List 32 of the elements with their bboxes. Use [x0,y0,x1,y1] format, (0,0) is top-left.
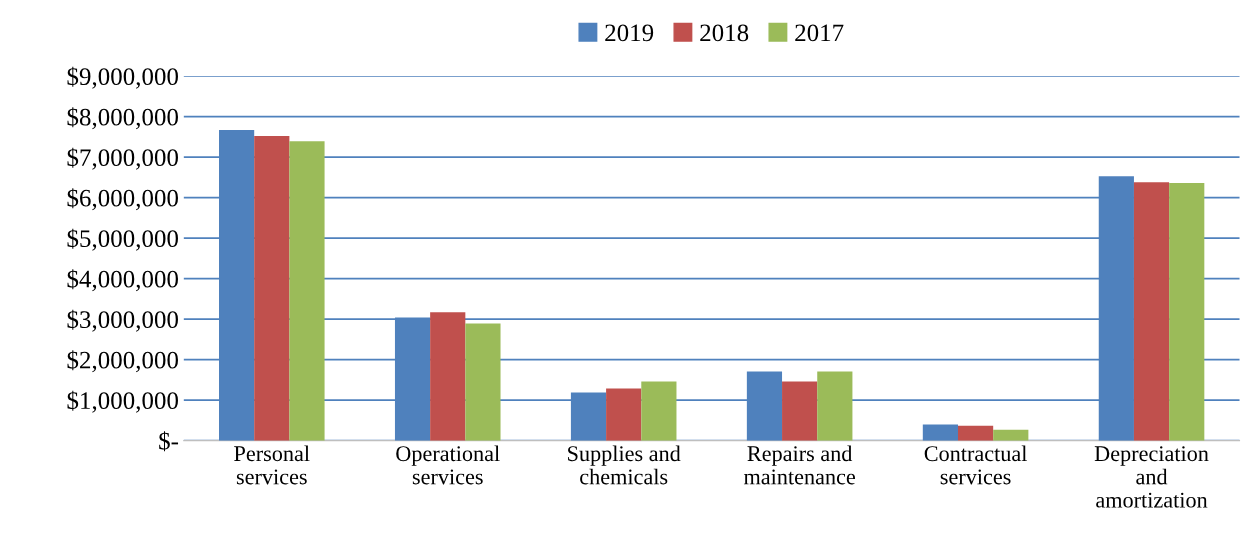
bar [1169,183,1205,441]
bar [993,429,1029,441]
x-tick-label: Personal services [234,445,310,485]
x-tick-label: Repairs and maintenance [743,445,856,485]
y-tick-label: $3,000,000 [67,309,178,332]
bar [817,371,853,441]
y-tick-label: $1,000,000 [67,390,178,413]
x-tick-label: Depreciation and amortization [1094,446,1209,508]
bar [465,323,501,441]
bar [782,381,818,441]
x-tick-label: Supplies and chemicals [568,445,681,485]
bar [641,381,677,441]
bar [430,312,466,441]
y-tick-label: $9,000,000 [67,66,178,89]
y-tick-label: $8,000,000 [67,107,178,130]
legend-label: 2019 [605,24,654,42]
bar [922,424,958,441]
y-tick-label: $6,000,000 [67,188,178,211]
y-tick-label: $- [159,431,179,452]
bar [606,388,642,441]
bar [254,136,290,441]
x-tick-label: Operational services [396,445,500,485]
y-tick-label: $2,000,000 [67,350,178,373]
y-tick-label: $7,000,000 [67,147,178,170]
bar [289,141,325,441]
y-tick-label: $5,000,000 [67,228,178,251]
legend-label: 2018 [700,24,749,42]
bar [1133,182,1170,441]
x-tick-label: Contractual services [924,445,1027,485]
legend-label: 2017 [795,24,844,42]
y-tick-label: $4,000,000 [67,269,178,292]
bar [958,425,994,441]
